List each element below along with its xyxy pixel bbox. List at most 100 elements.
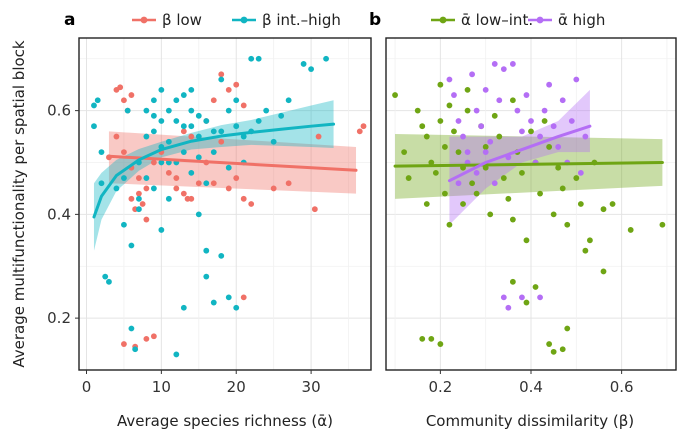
data-point bbox=[555, 144, 562, 150]
data-point bbox=[582, 247, 589, 254]
confidence-band bbox=[93, 100, 334, 251]
panel-a-legend: β low β int.–high bbox=[132, 11, 341, 29]
data-point bbox=[188, 133, 195, 140]
data-point bbox=[270, 185, 277, 192]
data-point bbox=[437, 81, 444, 88]
data-point bbox=[128, 242, 135, 249]
data-point bbox=[423, 133, 430, 140]
data-point bbox=[405, 175, 412, 181]
data-point bbox=[240, 195, 247, 202]
data-point bbox=[500, 66, 507, 73]
data-point bbox=[478, 123, 485, 130]
panel-b-confidence-bands bbox=[395, 89, 663, 225]
data-point bbox=[482, 149, 489, 156]
data-point bbox=[308, 66, 315, 73]
data-point bbox=[124, 107, 131, 114]
data-point bbox=[180, 190, 187, 197]
data-point bbox=[414, 107, 421, 114]
data-point bbox=[460, 133, 466, 140]
data-point bbox=[582, 133, 589, 140]
legend-label: β int.–high bbox=[262, 11, 341, 29]
data-point bbox=[514, 107, 521, 114]
data-point bbox=[180, 149, 187, 156]
data-point bbox=[248, 55, 255, 62]
data-point bbox=[143, 335, 150, 342]
data-point bbox=[135, 190, 142, 197]
data-point bbox=[500, 175, 507, 181]
data-point bbox=[255, 55, 262, 62]
data-point bbox=[587, 237, 593, 244]
data-point bbox=[225, 164, 232, 171]
legend-label: ᾱ low–int. bbox=[461, 11, 533, 29]
data-point bbox=[559, 97, 566, 104]
data-point bbox=[233, 123, 240, 130]
data-point bbox=[180, 92, 187, 98]
data-point bbox=[600, 268, 607, 275]
data-point bbox=[401, 149, 408, 156]
data-point bbox=[188, 107, 195, 114]
fit-line bbox=[107, 154, 358, 172]
y-axis-title: Average multifunctionality per spatial b… bbox=[10, 40, 28, 368]
data-point bbox=[270, 138, 277, 145]
data-point bbox=[487, 138, 494, 145]
data-point bbox=[180, 123, 187, 130]
data-point bbox=[285, 180, 292, 187]
panel-b: 0.2 0.4 0.6 b ᾱ low–int. ᾱ high Community d… bbox=[369, 10, 677, 430]
data-point bbox=[165, 138, 172, 145]
data-point bbox=[487, 211, 494, 218]
data-point bbox=[568, 118, 575, 124]
panel-a: 0 10 20 30 0.2 0.4 0.6 a β low β int.–high Ave… bbox=[10, 10, 372, 430]
data-point bbox=[419, 123, 426, 130]
data-point bbox=[135, 175, 142, 181]
data-point bbox=[203, 180, 210, 187]
legend-item: β int.–high bbox=[232, 11, 341, 29]
panel-a-fit-lines bbox=[92, 122, 358, 219]
y-tick-label: 0.4 bbox=[47, 205, 71, 223]
data-point bbox=[437, 341, 444, 347]
data-point bbox=[165, 107, 172, 114]
panel-a-y-ticks: 0.2 0.4 0.6 bbox=[47, 102, 79, 327]
data-point bbox=[505, 195, 512, 202]
data-point bbox=[195, 211, 202, 218]
data-point bbox=[541, 118, 548, 124]
x-tick-label: 0.6 bbox=[610, 378, 634, 396]
data-point bbox=[523, 92, 530, 98]
data-point bbox=[491, 180, 498, 187]
data-point bbox=[482, 144, 489, 150]
legend-item: ᾱ low–int. bbox=[431, 11, 533, 29]
data-point bbox=[523, 299, 530, 306]
legend-marker bbox=[140, 16, 148, 24]
data-point bbox=[188, 169, 195, 176]
data-point bbox=[442, 190, 448, 197]
data-point bbox=[203, 118, 210, 124]
data-point bbox=[311, 206, 318, 213]
data-point bbox=[509, 61, 516, 67]
data-point bbox=[203, 273, 210, 280]
data-point bbox=[491, 112, 498, 119]
data-point bbox=[455, 149, 462, 156]
data-point bbox=[135, 206, 142, 213]
data-point bbox=[195, 154, 202, 161]
data-point bbox=[609, 201, 616, 207]
data-point bbox=[143, 107, 150, 114]
data-point bbox=[550, 348, 557, 355]
data-point bbox=[546, 341, 553, 347]
data-point bbox=[210, 128, 217, 135]
data-point bbox=[98, 149, 105, 156]
data-point bbox=[577, 169, 584, 176]
data-point bbox=[532, 284, 539, 290]
data-point bbox=[225, 107, 232, 114]
data-point bbox=[188, 123, 195, 130]
data-point bbox=[528, 128, 534, 135]
data-point bbox=[248, 201, 255, 207]
data-point bbox=[537, 133, 543, 140]
legend-marker bbox=[439, 16, 447, 24]
data-point bbox=[491, 61, 498, 67]
data-point bbox=[285, 97, 292, 104]
data-point bbox=[91, 123, 97, 130]
data-point bbox=[455, 118, 462, 124]
data-point bbox=[113, 133, 120, 140]
data-point bbox=[218, 128, 225, 135]
data-point bbox=[537, 190, 543, 197]
x-tick-label: 30 bbox=[302, 378, 321, 396]
